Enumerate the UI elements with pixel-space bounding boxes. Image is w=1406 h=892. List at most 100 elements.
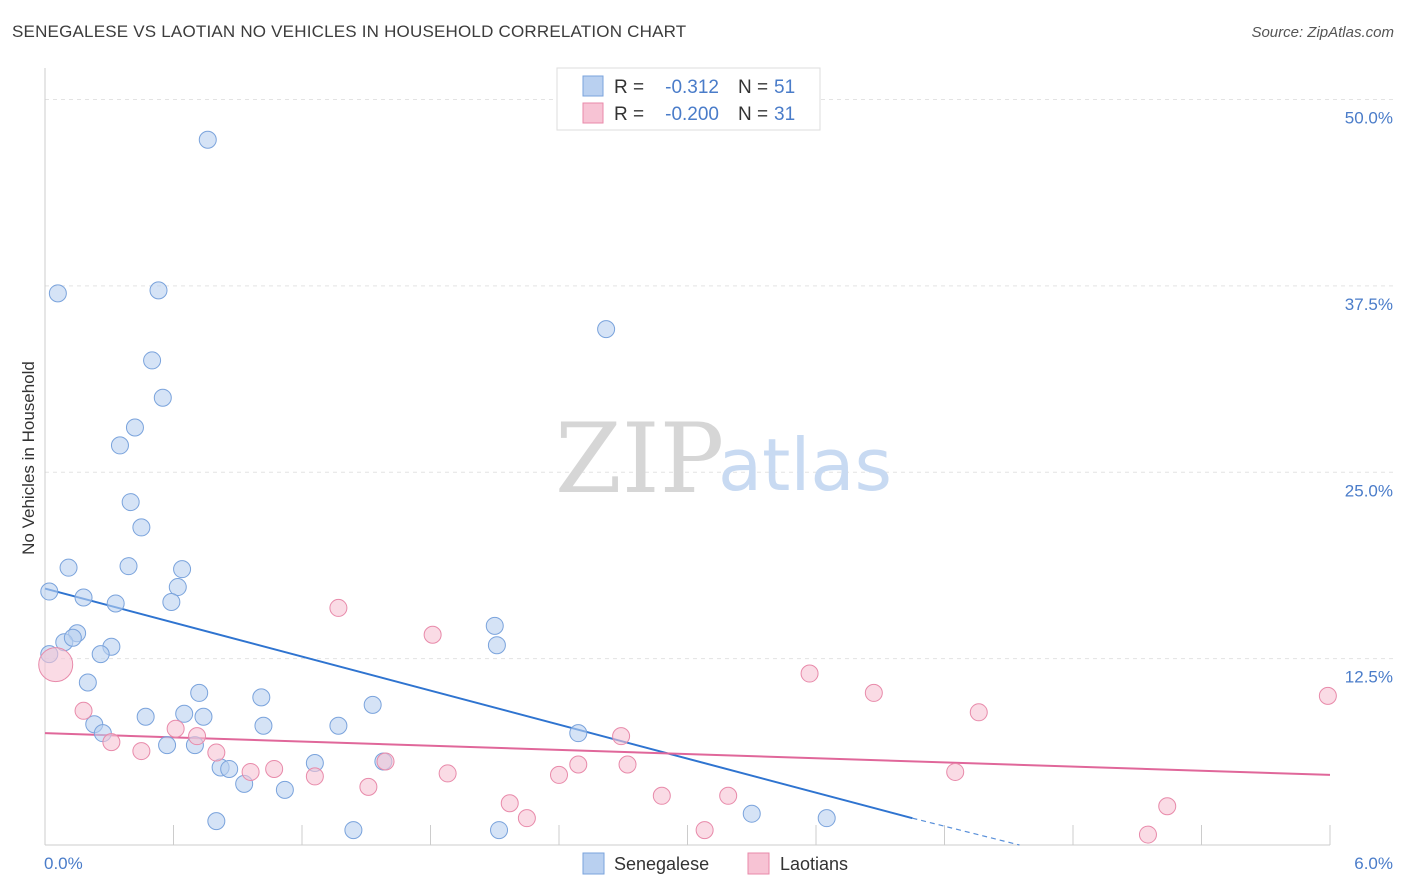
point-senegalese-26: [78, 673, 97, 692]
point-laotians-30: [1138, 825, 1157, 844]
point-laotians-18: [241, 762, 260, 781]
point-laotians-7: [166, 719, 185, 738]
point-laotians-28: [517, 809, 536, 828]
legend-swatch-senegalese: [582, 75, 604, 97]
point-laotians-0: [329, 598, 348, 617]
point-laotians-26: [500, 794, 519, 813]
y-axis-label: No Vehicles in Household: [19, 361, 38, 555]
point-senegalese-46: [742, 804, 761, 823]
point-senegalese-29: [363, 695, 382, 714]
point-senegalese-37: [569, 724, 588, 743]
point-senegalese-9: [132, 518, 151, 537]
point-senegalese-32: [194, 707, 213, 726]
point-laotians-9: [188, 727, 207, 746]
y-tick-label-0: 12.5%: [1345, 668, 1393, 687]
x-tick-label-0: 0.0%: [44, 854, 83, 873]
point-laotians-5: [969, 703, 988, 722]
point-laotians-10: [102, 733, 121, 752]
point-senegalese-1: [48, 284, 67, 303]
point-laotians-12: [207, 743, 226, 762]
point-laotians-8: [612, 727, 631, 746]
trend-lines: [44, 587, 1331, 846]
point-laotians-17: [569, 755, 588, 774]
point-laotians-21: [550, 765, 568, 784]
watermark: ZIP atlas: [555, 403, 892, 515]
point-laotians-1: [423, 625, 442, 644]
watermark-zip: ZIP: [555, 403, 724, 515]
point-senegalese-23: [487, 636, 506, 655]
point-laotians-19: [305, 767, 324, 786]
point-senegalese-3: [597, 320, 616, 339]
point-senegalese-5: [153, 388, 172, 407]
point-senegalese-38: [158, 736, 177, 755]
point-laotians-24: [652, 786, 671, 805]
point-laotians-15: [265, 759, 284, 778]
point-senegalese-50: [490, 821, 509, 840]
bottom-legend-label-laotians: Laotians: [780, 854, 848, 874]
point-senegalese-34: [254, 716, 273, 735]
legend-r-label-senegalese: R =: [614, 77, 644, 98]
x-tick-labels: 0.0% 6.0%: [44, 854, 1393, 873]
axes: [44, 68, 1331, 846]
trend-line-senegalese-extension: [912, 817, 1020, 846]
y-tick-label-3: 50.0%: [1345, 109, 1393, 128]
bottom-legend-swatch-laotians: [747, 852, 770, 875]
point-senegalese-0: [198, 130, 217, 149]
legend-n-label-laotians: N =: [738, 104, 768, 125]
point-senegalese-49: [344, 821, 363, 840]
point-senegalese-30: [175, 704, 194, 723]
stats-legend: R = -0.312 N = 51 R = -0.200 N = 31: [556, 67, 821, 131]
point-laotians-20: [438, 764, 457, 783]
x-tick-label-1: 6.0%: [1354, 854, 1393, 873]
y-tick-label-2: 37.5%: [1345, 295, 1393, 314]
data-points: [38, 130, 1337, 844]
point-senegalese-6: [125, 418, 144, 437]
legend-r-value-senegalese: -0.312: [665, 77, 719, 98]
point-laotians-11: [132, 742, 151, 761]
point-laotians-29: [695, 821, 714, 840]
y-tick-labels: 12.5% 25.0% 37.5% 50.0%: [1345, 109, 1393, 687]
point-senegalese-35: [329, 716, 348, 735]
point-laotians-22: [946, 762, 965, 781]
point-senegalese-43: [220, 759, 239, 778]
point-senegalese-7: [110, 436, 129, 455]
legend-r-label-laotians: R =: [614, 104, 644, 125]
point-laotians-27: [1158, 797, 1177, 816]
legend-n-value-laotians: 31: [774, 104, 795, 125]
point-senegalese-45: [275, 780, 294, 799]
chart-title: SENEGALESE VS LAOTIAN NO VEHICLES IN HOU…: [12, 22, 687, 41]
point-senegalese-14: [168, 578, 187, 597]
point-senegalese-31: [136, 707, 155, 726]
point-laotians-16: [618, 755, 637, 774]
legend-n-value-senegalese: 51: [774, 77, 795, 98]
bottom-legend: Senegalese Laotians: [582, 852, 848, 875]
bottom-legend-swatch-senegalese: [582, 852, 605, 875]
point-senegalese-28: [252, 688, 271, 707]
point-senegalese-12: [173, 560, 192, 579]
point-senegalese-47: [817, 809, 836, 828]
point-senegalese-13: [40, 582, 59, 601]
point-laotians-6: [74, 701, 93, 720]
point-senegalese-11: [119, 557, 138, 576]
point-senegalese-17: [162, 592, 181, 611]
point-laotians-3: [864, 683, 883, 702]
point-senegalese-16: [106, 594, 125, 613]
point-laotians-23: [359, 777, 378, 796]
point-laotians-4: [1318, 686, 1337, 705]
gridlines: [45, 99, 1395, 660]
bottom-legend-label-senegalese: Senegalese: [614, 854, 709, 874]
point-senegalese-15: [74, 588, 93, 607]
legend-swatch-laotians: [582, 102, 604, 124]
point-senegalese-10: [59, 558, 78, 577]
point-laotians-25: [719, 786, 738, 805]
point-laotians-2: [800, 664, 819, 683]
point-senegalese-2: [149, 281, 168, 300]
point-senegalese-27: [190, 683, 209, 702]
source-label: Source: ZipAtlas.com: [1251, 24, 1394, 41]
point-senegalese-48: [207, 812, 226, 831]
point-laotians-14: [376, 752, 395, 771]
point-senegalese-18: [485, 616, 504, 635]
legend-r-value-laotians: -0.200: [665, 104, 719, 125]
legend-n-label-senegalese: N =: [738, 77, 768, 98]
point-senegalese-24: [91, 645, 110, 664]
